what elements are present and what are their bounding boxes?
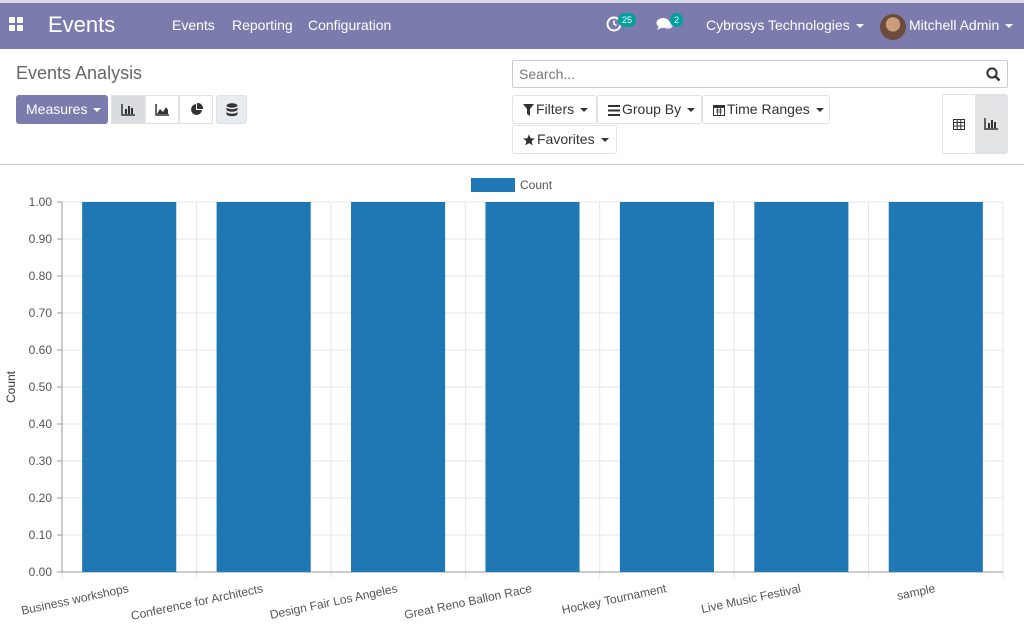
page-title: Events Analysis	[16, 63, 143, 83]
bar	[351, 202, 446, 572]
pivot-view-button[interactable]	[943, 95, 975, 153]
company-name: Cybrosys Technologies	[706, 17, 850, 33]
pie-chart-icon	[190, 103, 203, 115]
chart-type-group	[111, 95, 213, 124]
search-icon[interactable]	[986, 67, 1001, 85]
y-tick-label: 0.70	[29, 306, 53, 320]
x-tick-label: Conference for Architects	[130, 581, 265, 623]
chevron-down-icon	[687, 108, 696, 113]
bar-chart-button[interactable]	[111, 95, 145, 124]
filters-button[interactable]: Filters	[512, 95, 597, 124]
y-tick-label: 0.20	[29, 491, 53, 505]
chart-canvas: 0.00 0.10 0.20 0.30 0.40 0.50 0.60 0.70 0.80 0.90…	[4, 195, 1004, 623]
x-tick-label: Great Reno Ballon Race	[403, 581, 533, 622]
bars-icon	[608, 105, 620, 116]
top-navbar: Events Events Reporting Configuration 25…	[0, 0, 1024, 49]
chevron-down-icon	[815, 108, 824, 113]
y-tick-label: 0.60	[29, 343, 53, 357]
time-ranges-label: Time Ranges	[727, 101, 810, 117]
y-tick-label: 0.50	[29, 380, 53, 394]
messages-button[interactable]: 2	[656, 13, 684, 35]
bar	[82, 202, 177, 572]
x-tick-label: Live Music Festival	[700, 581, 802, 616]
app-brand[interactable]: Events	[48, 12, 116, 37]
menu-events[interactable]: Events	[172, 17, 215, 33]
bar	[619, 202, 714, 572]
time-ranges-button[interactable]: Time Ranges	[702, 95, 830, 124]
legend-label: Count	[520, 178, 553, 192]
y-tick-label: 0.80	[29, 269, 53, 283]
table-icon	[953, 118, 965, 130]
y-tick-label: 0.90	[29, 232, 53, 246]
bar-chart-icon	[984, 118, 998, 130]
bar	[485, 202, 580, 572]
graph-view-button[interactable]	[975, 95, 1007, 153]
legend-swatch	[471, 178, 515, 192]
favorites-label: Favorites	[537, 131, 595, 147]
search-input[interactable]	[513, 61, 973, 87]
messages-badge: 2	[670, 13, 684, 27]
activities-button[interactable]: 25	[606, 13, 637, 35]
group-by-button[interactable]: Group By	[597, 95, 702, 124]
y-tick-label: 0.40	[29, 417, 53, 431]
star-icon	[523, 134, 535, 146]
y-tick-label: 0.00	[29, 565, 53, 579]
measures-label: Measures	[26, 101, 88, 117]
bar	[216, 202, 311, 572]
y-axis-label: Count	[4, 370, 18, 403]
chevron-down-icon	[580, 108, 589, 113]
filter-icon	[523, 104, 534, 116]
pie-chart-button[interactable]	[179, 95, 213, 124]
y-tick-label: 1.00	[29, 195, 53, 209]
apps-menu-icon[interactable]	[9, 17, 23, 31]
bar-chart: 0.00 0.10 0.20 0.30 0.40 0.50 0.60 0.70 0.80 0.90…	[0, 166, 1024, 637]
user-menu[interactable]: Mitchell Admin	[909, 17, 1014, 33]
database-icon	[226, 102, 237, 116]
filters-label: Filters	[536, 101, 575, 117]
x-tick-label: sample	[896, 581, 937, 603]
y-tick-label: 0.10	[29, 528, 53, 542]
stacked-button[interactable]	[216, 95, 247, 124]
favorites-button[interactable]: Favorites	[512, 125, 617, 154]
chart-legend[interactable]: Count	[471, 178, 552, 192]
menu-configuration[interactable]: Configuration	[308, 17, 392, 33]
user-name: Mitchell Admin	[909, 17, 1000, 33]
x-tick-label: Hockey Tournament	[560, 581, 668, 617]
x-tick-label: Business workshops	[20, 581, 130, 617]
control-panel: Events Analysis Measures Filters Group B…	[0, 49, 1024, 165]
chevron-down-icon	[600, 138, 609, 143]
view-switcher	[942, 94, 1008, 154]
chevron-down-icon	[1005, 24, 1014, 29]
group-by-label: Group By	[622, 101, 682, 117]
download-group	[216, 95, 247, 124]
calendar-icon	[713, 105, 725, 116]
chevron-down-icon	[93, 108, 102, 113]
chevron-down-icon	[855, 24, 864, 29]
company-switcher[interactable]: Cybrosys Technologies	[706, 17, 864, 33]
bar	[754, 202, 849, 572]
search-bar	[512, 60, 1008, 88]
activities-badge: 25	[618, 13, 637, 27]
menu-reporting[interactable]: Reporting	[232, 17, 293, 33]
measures-button[interactable]: Measures	[16, 95, 108, 124]
line-chart-button[interactable]	[145, 95, 179, 124]
bar	[888, 202, 983, 572]
avatar[interactable]	[880, 14, 906, 40]
x-tick-label: Design Fair Los Angeles	[269, 581, 399, 622]
bar-chart-icon	[121, 103, 135, 116]
area-chart-icon	[155, 103, 169, 116]
y-tick-label: 0.30	[29, 454, 53, 468]
